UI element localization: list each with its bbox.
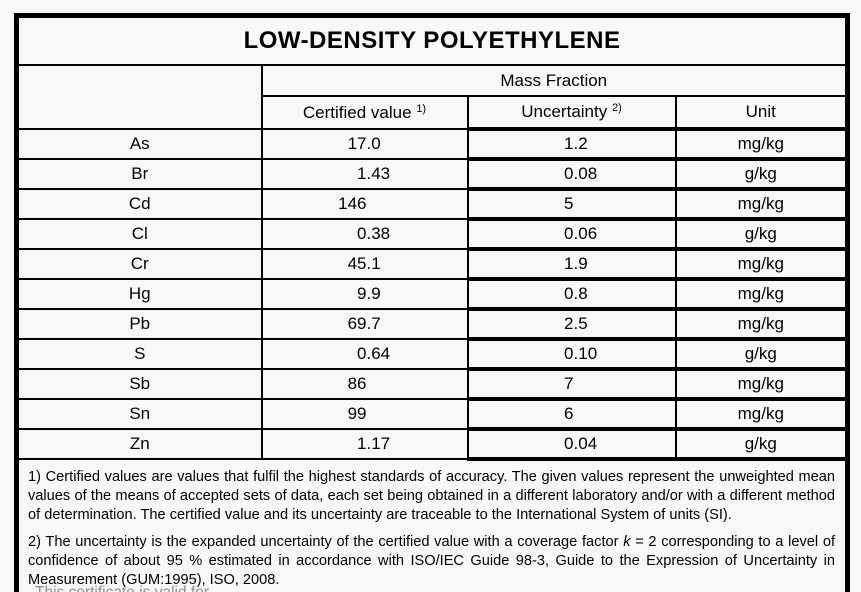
element-symbol: Cl: [15, 218, 263, 250]
table-row-as: As 17.0 1.2 mg/kg: [15, 127, 849, 161]
empty-header-cell: [15, 64, 263, 130]
certified-value: 9.9: [260, 278, 469, 310]
element-symbol: Pb: [15, 308, 263, 340]
table-row-sb: Sb 86 7 mg/kg: [15, 367, 849, 401]
unit-value: mg/kg: [674, 397, 849, 431]
unit-value: mg/kg: [674, 307, 849, 341]
certified-value: 45.1: [260, 248, 469, 280]
element-symbol: Cd: [15, 188, 263, 220]
footnotes-row: 1) Certified values are values that fulf…: [15, 458, 849, 592]
element-symbol: Cr: [15, 248, 263, 280]
element-symbol: Br: [15, 158, 263, 190]
uncertainty-value: 1.2: [466, 127, 677, 161]
uncertainty-value: 0.10: [466, 337, 677, 371]
certified-value: 1.43: [260, 158, 469, 190]
uncertainty-value: 7: [466, 367, 677, 401]
footnotes: 1) Certified values are values that fulf…: [15, 458, 849, 592]
element-symbol: Sn: [15, 398, 263, 430]
certificate-validity-note-cutoff: This certificate is valid for: [35, 583, 209, 592]
unit-value: mg/kg: [674, 367, 849, 401]
title-row: LOW-DENSITY POLYETHYLENE: [15, 14, 849, 66]
table-row-pb: Pb 69.7 2.5 mg/kg: [15, 307, 849, 341]
unit-value: g/kg: [674, 427, 849, 461]
coverage-factor-k: k: [623, 534, 631, 550]
unit-value: g/kg: [674, 217, 849, 251]
uncertainty-value: 5: [466, 187, 677, 221]
footnote-ref-1: 1): [416, 102, 427, 115]
table-row-zn: Zn 1.17 0.04 g/kg: [15, 427, 849, 461]
unit-value: mg/kg: [674, 247, 849, 281]
certificate-table: LOW-DENSITY POLYETHYLENE Mass Fraction C…: [14, 13, 851, 592]
element-symbol: Zn: [15, 428, 263, 460]
unit-value: mg/kg: [674, 277, 849, 311]
page-title: LOW-DENSITY POLYETHYLENE: [15, 14, 849, 66]
unit-value: mg/kg: [674, 127, 849, 161]
certified-value: 1.17: [260, 428, 469, 460]
uncertainty-header: Uncertainty 2): [466, 95, 677, 131]
element-symbol: Hg: [15, 278, 263, 310]
unit-header: Unit: [674, 95, 849, 131]
uncertainty-value: 2.5: [466, 307, 677, 341]
table-row-br: Br 1.43 0.08 g/kg: [15, 157, 849, 191]
footnote-1: 1) Certified values are values that fulf…: [28, 469, 836, 523]
table-row-sn: Sn 99 6 mg/kg: [15, 397, 849, 431]
certified-value: 146: [260, 188, 469, 220]
uncertainty-value: 1.9: [466, 247, 677, 281]
element-symbol: As: [15, 128, 263, 160]
certified-value: 69.7: [260, 308, 469, 340]
certified-value: 99: [260, 398, 469, 430]
footnote-2: 2) The uncertainty is the expanded uncer…: [28, 534, 836, 588]
column-header-row: Certified value 1) Uncertainty 2) Unit: [17, 95, 849, 131]
certified-value-header: Certified value 1): [260, 95, 469, 130]
uncertainty-value: 0.8: [466, 277, 677, 311]
element-symbol: Sb: [15, 368, 263, 400]
unit-value: g/kg: [674, 157, 849, 191]
table-row-cr: Cr 45.1 1.9 mg/kg: [15, 247, 849, 281]
uncertainty-value: 0.08: [466, 157, 677, 191]
table-row-cd: Cd 146 5 mg/kg: [15, 187, 849, 221]
group-header-row: Mass Fraction: [15, 64, 849, 130]
mass-fraction-header: Mass Fraction: [260, 64, 849, 97]
certified-value: 0.38: [260, 218, 469, 250]
unit-value: g/kg: [674, 337, 849, 371]
uncertainty-value: 0.04: [466, 427, 677, 461]
table-row-s: S 0.64 0.10 g/kg: [15, 337, 849, 371]
footnote-ref-2: 2): [611, 102, 622, 114]
uncertainty-value: 6: [466, 397, 677, 431]
uncertainty-value: 0.06: [466, 217, 677, 251]
table-row-hg: Hg 9.9 0.8 mg/kg: [15, 277, 849, 311]
unit-value: mg/kg: [674, 187, 849, 221]
certified-value: 17.0: [260, 128, 469, 160]
certified-value: 0.64: [260, 338, 469, 370]
element-symbol: S: [15, 338, 263, 370]
table-row-cl: Cl 0.38 0.06 g/kg: [15, 217, 849, 251]
certified-value: 86: [260, 368, 469, 400]
